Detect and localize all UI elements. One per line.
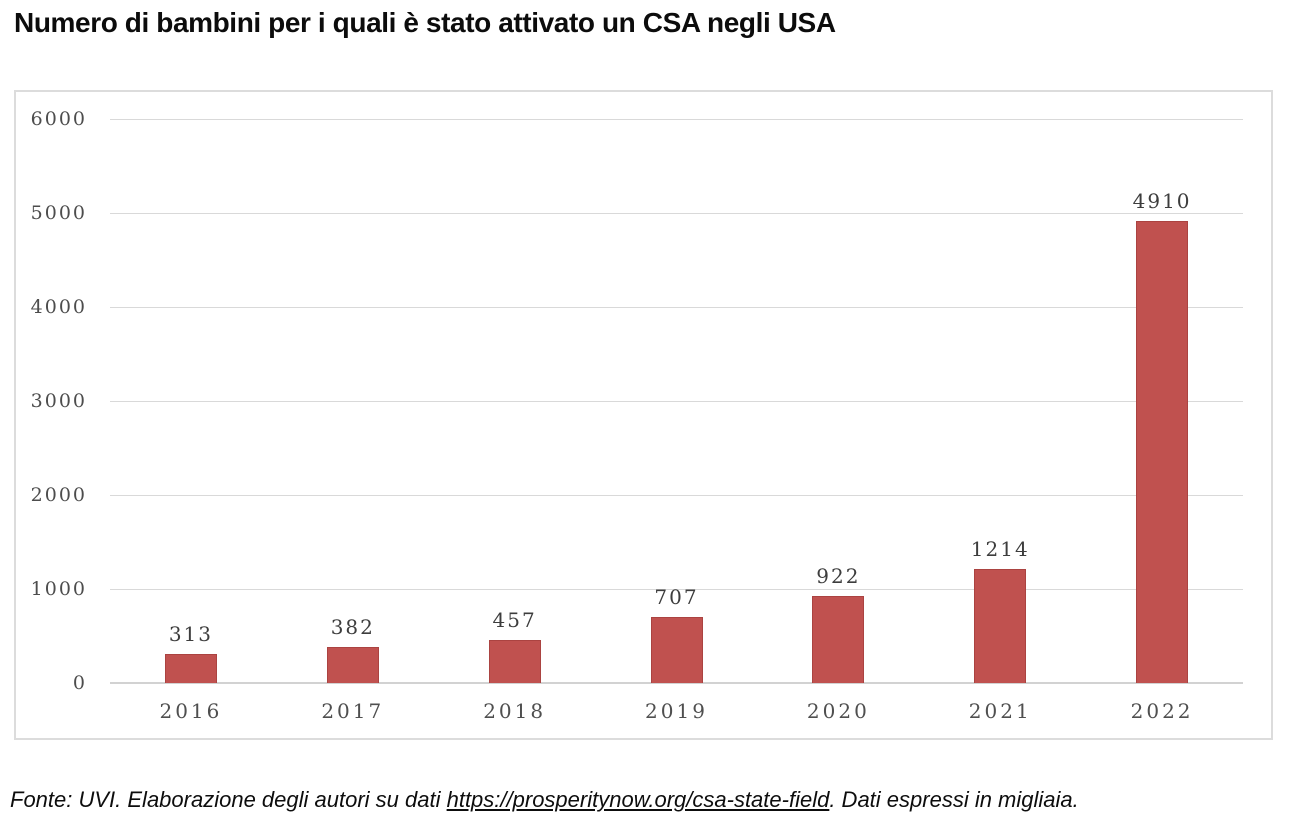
gridline [110, 589, 1243, 590]
bar-2019 [650, 617, 703, 683]
x-tick-label: 2018 [483, 699, 547, 723]
source-note-prefix: Fonte: UVI. Elaborazione degli autori su… [10, 787, 447, 812]
gridline [110, 119, 1243, 120]
value-label: 707 [654, 585, 699, 609]
gridline [110, 213, 1243, 214]
x-tick-label: 2021 [968, 699, 1032, 723]
bar-group: 922 2020 [757, 119, 919, 723]
x-axis-line [110, 682, 1243, 684]
y-tick-label: 6000 [30, 108, 87, 130]
bar-2020 [812, 596, 865, 683]
source-note: Fonte: UVI. Elaborazione degli autori su… [10, 787, 1079, 813]
bar-2018 [488, 640, 541, 683]
bar-2017 [326, 647, 379, 683]
gridline [110, 495, 1243, 496]
chart-container: 313 2016 382 2017 457 2018 707 2019 922 2020 1214 2… [14, 90, 1273, 740]
y-tick-label: 1000 [30, 578, 87, 600]
value-label: 1214 [970, 537, 1030, 561]
bar-2016 [164, 654, 217, 683]
y-tick-label: 5000 [30, 202, 87, 224]
bar-group: 4910 2022 [1081, 119, 1243, 723]
y-tick-label: 0 [72, 672, 87, 694]
source-note-suffix: . Dati espressi in migliaia. [829, 787, 1079, 812]
value-label: 382 [330, 615, 375, 639]
bars-row: 313 2016 382 2017 457 2018 707 2019 922 2020 1214 2… [110, 119, 1243, 723]
bar-group: 707 2019 [596, 119, 758, 723]
y-tick-label: 3000 [30, 390, 87, 412]
bar-2021 [974, 569, 1027, 683]
gridline [110, 307, 1243, 308]
chart-title: Numero di bambini per i quali è stato at… [14, 7, 836, 38]
value-label: 4910 [1132, 189, 1192, 213]
bar-group: 313 2016 [110, 119, 272, 723]
value-label: 922 [816, 564, 861, 588]
source-link[interactable]: https://prosperitynow.org/csa-state-fiel… [446, 787, 830, 812]
bar-group: 382 2017 [272, 119, 434, 723]
bar-group: 1214 2021 [919, 119, 1081, 723]
x-tick-label: 2017 [321, 699, 385, 723]
x-tick-label: 2016 [159, 699, 223, 723]
x-tick-label: 2022 [1130, 699, 1194, 723]
plot-area: 313 2016 382 2017 457 2018 707 2019 922 2020 1214 2… [110, 119, 1243, 723]
x-tick-label: 2019 [645, 699, 708, 723]
value-label: 457 [492, 608, 537, 632]
value-label: 313 [168, 622, 214, 646]
x-tick-label: 2020 [806, 699, 870, 723]
y-tick-label: 4000 [30, 296, 87, 318]
y-tick-label: 2000 [30, 484, 87, 506]
bar-2022 [1136, 221, 1189, 683]
gridline [110, 401, 1243, 402]
bar-group: 457 2018 [434, 119, 596, 723]
